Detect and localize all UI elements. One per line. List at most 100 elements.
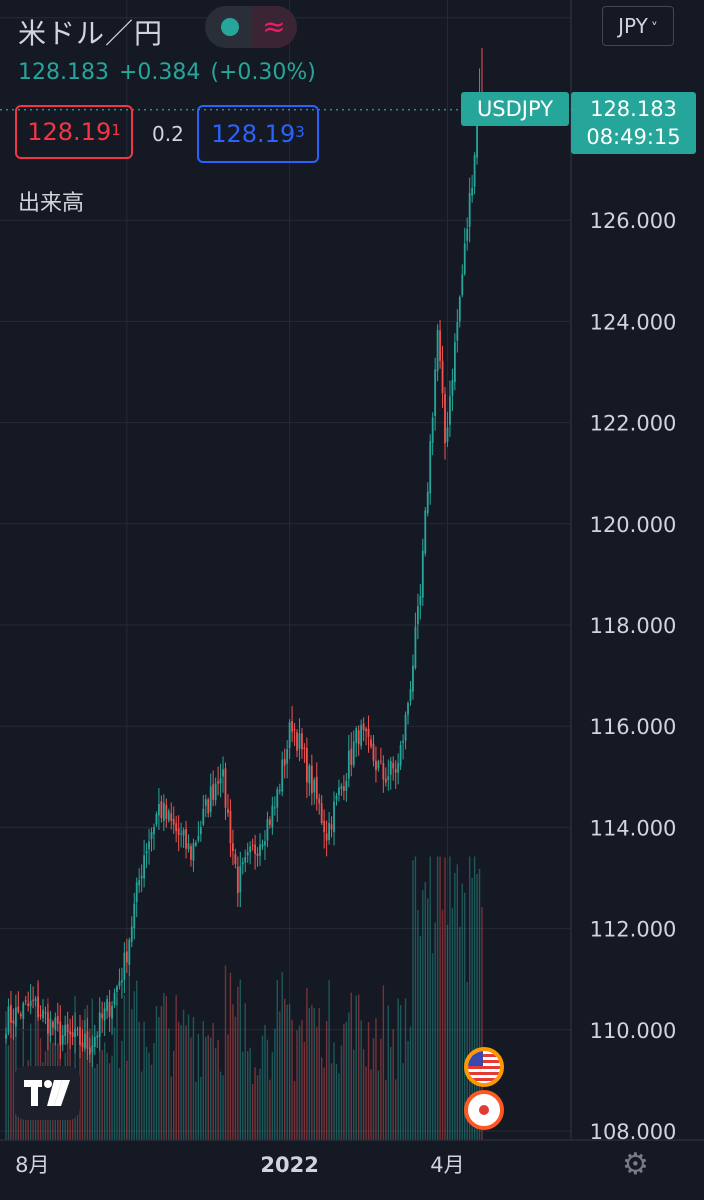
candle-body — [471, 187, 474, 196]
volume-bar — [471, 878, 473, 1140]
candle-body — [79, 1027, 81, 1046]
candle-body — [51, 1021, 54, 1028]
candle-body — [276, 789, 279, 808]
sell-button[interactable]: 128.191 — [15, 105, 133, 159]
candle-body — [128, 939, 131, 965]
price-axis[interactable]: 108.000 110.000 112.000 114.000 116.000 118.0… — [590, 209, 677, 1144]
candle-body — [256, 853, 259, 857]
candle-body — [387, 776, 390, 780]
candle — [377, 759, 380, 772]
volume-bar — [429, 856, 431, 1140]
candle — [22, 1001, 25, 1030]
candle — [135, 877, 138, 918]
candle — [153, 823, 155, 851]
volume-bar — [382, 985, 385, 1140]
candle-body — [130, 926, 133, 942]
candle-body — [170, 813, 173, 821]
volume-bar — [414, 856, 417, 1140]
volume-bar — [89, 1028, 91, 1140]
candle — [217, 766, 220, 796]
candle — [71, 1015, 74, 1046]
candle-body — [360, 725, 363, 746]
candle — [66, 1011, 69, 1044]
candle — [362, 717, 365, 742]
candle — [177, 815, 180, 852]
volume-bar — [200, 1076, 202, 1140]
candle-body — [407, 703, 409, 715]
volume-bar — [242, 1051, 244, 1140]
candle-body — [323, 820, 326, 833]
volume-bar — [108, 1063, 111, 1140]
volume-bar — [298, 1025, 301, 1140]
volume-bar — [320, 1057, 323, 1140]
candle-body — [431, 417, 434, 443]
candle — [325, 820, 328, 857]
buy-button[interactable]: 128.193 — [197, 105, 319, 163]
volume-bar — [311, 1004, 313, 1140]
japan-flag-event-icon[interactable] — [464, 1090, 504, 1130]
candle — [244, 849, 247, 873]
volume-bar — [380, 1038, 382, 1140]
candle-body — [476, 122, 478, 158]
gear-icon[interactable]: ⚙ — [622, 1147, 649, 1182]
candle-body — [328, 822, 330, 841]
volume-bar — [412, 860, 414, 1140]
candle-body — [125, 951, 128, 963]
candle-body — [175, 823, 178, 832]
candle-body — [59, 1021, 62, 1046]
candle — [103, 1002, 106, 1036]
candle — [404, 711, 407, 750]
candle-body — [12, 1020, 15, 1024]
candle — [449, 380, 451, 438]
candle — [197, 821, 200, 843]
candle — [69, 1018, 72, 1050]
candle — [251, 838, 254, 851]
candle-body — [118, 981, 121, 986]
volume-bar — [367, 1022, 370, 1140]
price-axis-label: 118.000 — [590, 614, 677, 638]
candle-body — [362, 723, 365, 731]
candle — [106, 995, 109, 1019]
candle — [264, 830, 266, 861]
market-status-pill[interactable]: ≈ — [205, 6, 297, 48]
candle-body — [251, 844, 254, 846]
candle-body — [352, 741, 355, 766]
tradingview-logo-icon[interactable] — [14, 1066, 80, 1120]
candle — [39, 1005, 42, 1020]
candle — [27, 991, 30, 1012]
candle-body — [140, 875, 143, 879]
symbol-title[interactable]: 米ドル／円 — [18, 17, 164, 50]
candle-body — [254, 844, 256, 854]
candle-body — [261, 844, 264, 847]
time-axis[interactable]: 8月 2022 4月 — [15, 1153, 465, 1177]
bar-countdown: 08:49:15 — [586, 125, 681, 149]
candle — [291, 705, 293, 743]
volume-bar — [271, 1052, 274, 1140]
us-flag-event-icon[interactable] — [464, 1047, 504, 1087]
candle-body — [32, 999, 35, 1001]
candle — [320, 795, 323, 825]
volume-bar — [118, 1067, 121, 1140]
volume-bar — [229, 972, 232, 1140]
volume-bar — [434, 922, 436, 1140]
volume-bar — [362, 1049, 365, 1140]
volume-bar — [407, 1040, 409, 1140]
candle — [49, 1010, 52, 1043]
candle-body — [88, 1047, 91, 1055]
currency-selector[interactable]: JPY ˅ — [602, 6, 674, 46]
volume-bar — [111, 1055, 113, 1140]
candle — [56, 1002, 59, 1032]
volume-bar — [345, 1021, 348, 1140]
volume-indicator-label[interactable]: 出来高 — [18, 191, 85, 216]
candle — [199, 820, 202, 842]
candle — [293, 722, 296, 747]
bid-pip: 1 — [111, 121, 121, 139]
candle — [212, 770, 215, 807]
candle-body — [217, 781, 220, 784]
candle — [224, 762, 227, 821]
volume-bar — [303, 1041, 306, 1140]
candle — [431, 412, 434, 456]
volume-bar — [468, 856, 471, 1140]
volume-bar — [227, 1034, 229, 1140]
